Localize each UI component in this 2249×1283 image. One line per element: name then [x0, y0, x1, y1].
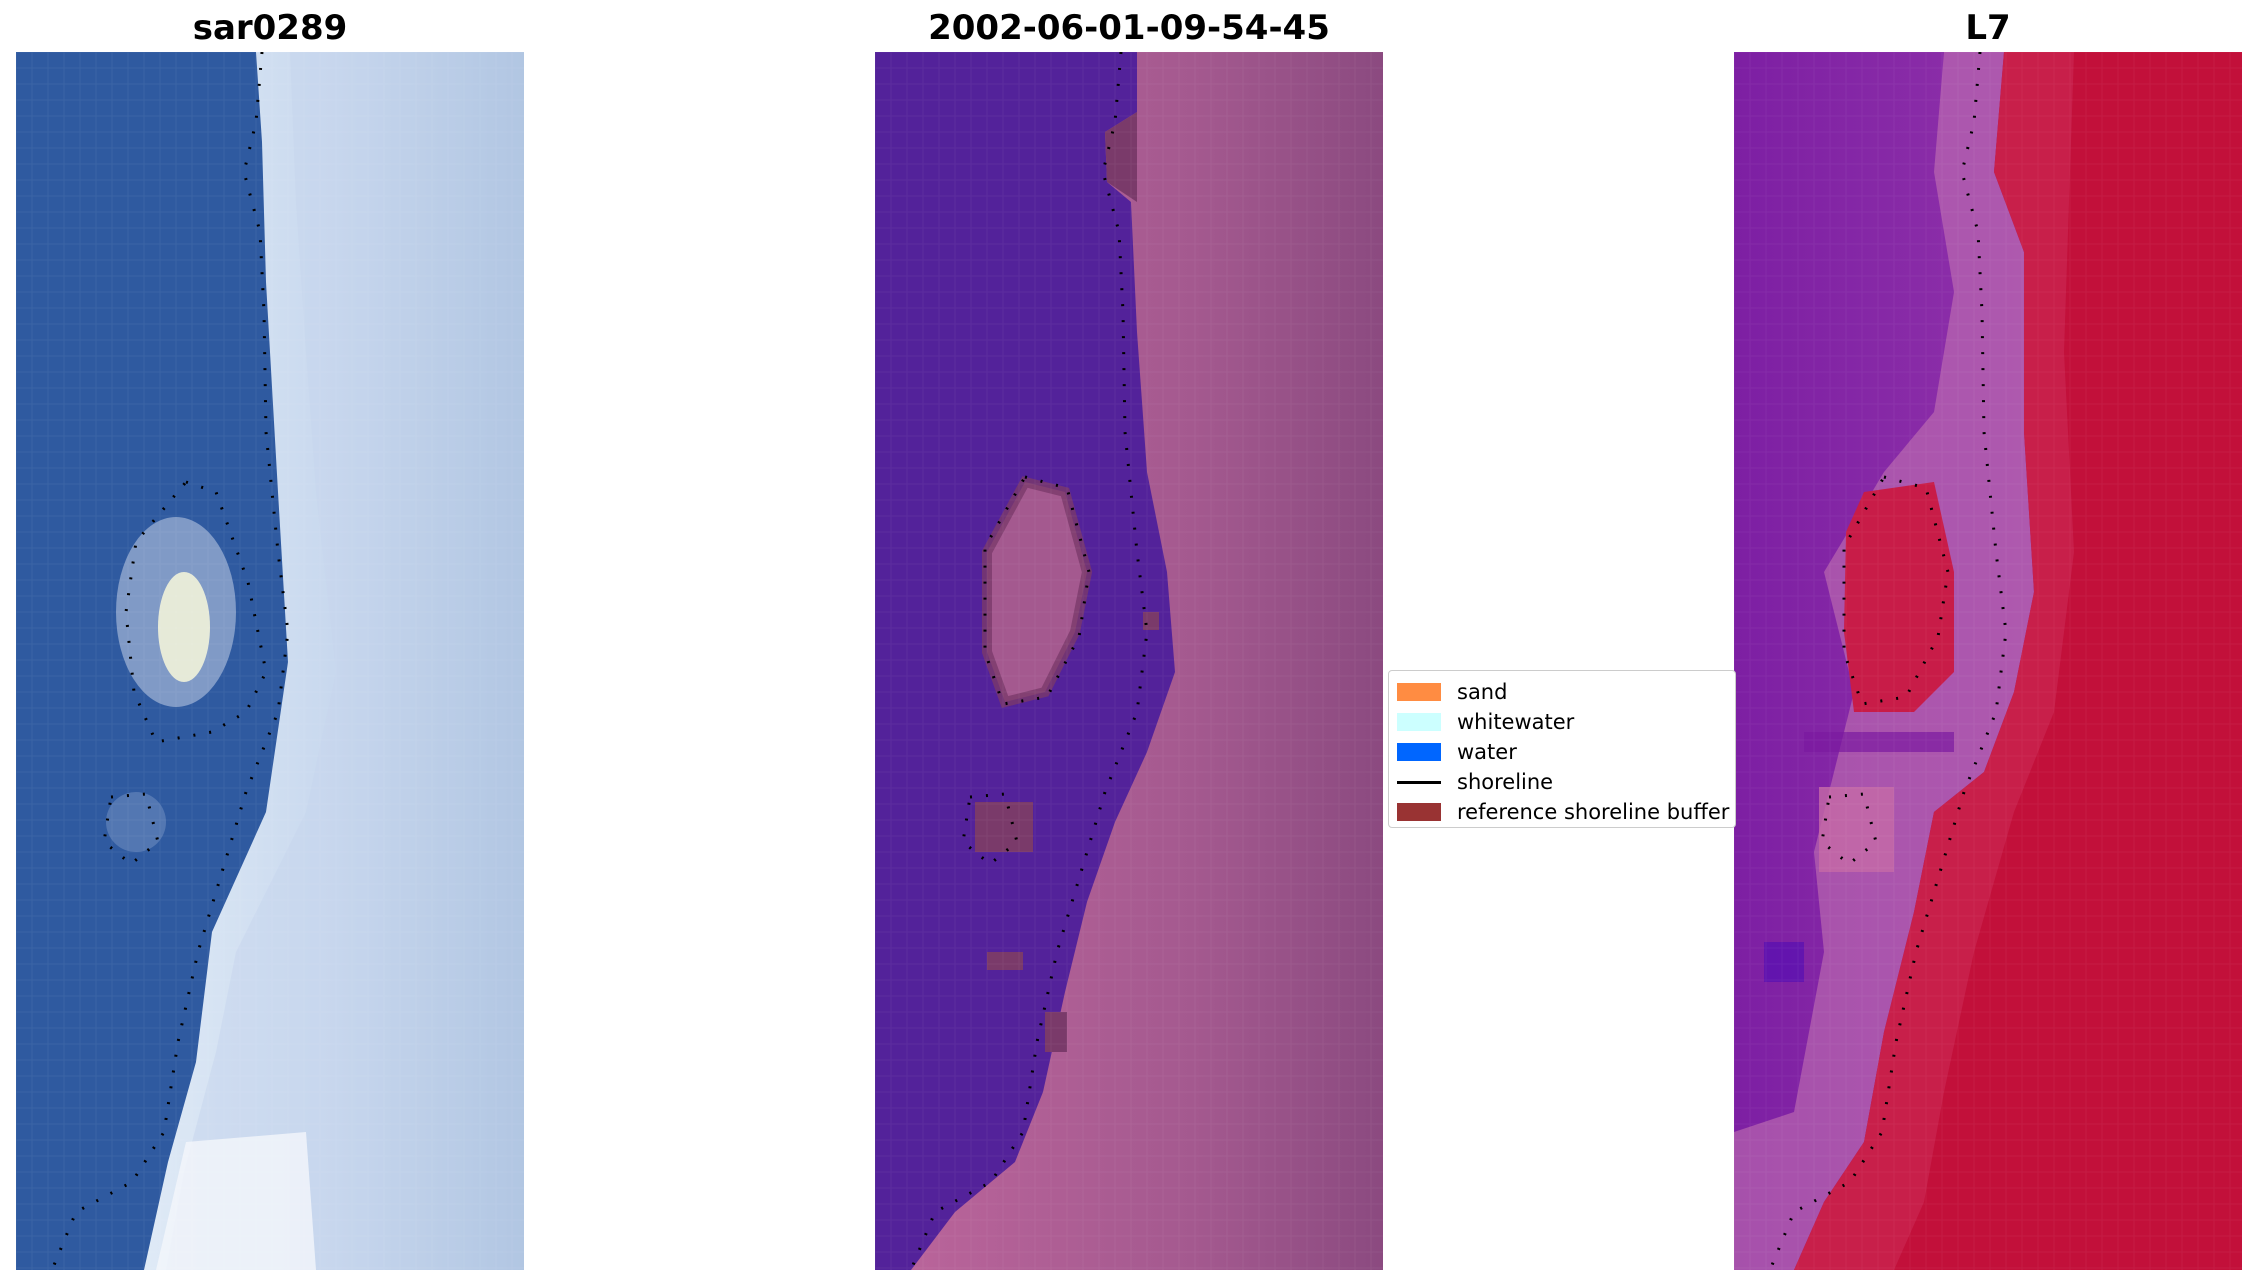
- legend-swatch-water: [1397, 743, 1441, 761]
- index-image: [1734, 52, 2242, 1270]
- legend-item-sand: sand: [1397, 679, 1507, 705]
- index-image-panel: [1734, 52, 2242, 1270]
- legend-line-shoreline: [1397, 780, 1441, 784]
- legend-label: sand: [1457, 680, 1508, 704]
- legend: sand whitewater water shoreline referenc…: [1388, 670, 1736, 828]
- panel-title-rgb: sar0289: [192, 8, 348, 48]
- legend-label: reference shoreline buffer: [1457, 800, 1730, 824]
- legend-label: whitewater: [1457, 710, 1575, 734]
- legend-item-water: water: [1397, 739, 1517, 765]
- legend-item-whitewater: whitewater: [1397, 709, 1574, 735]
- legend-item-shoreline: shoreline: [1397, 769, 1553, 795]
- legend-swatch-whitewater: [1397, 713, 1441, 731]
- rgb-image: [16, 52, 524, 1270]
- rgb-image-panel: [16, 52, 524, 1270]
- classified-image: [875, 52, 1383, 1270]
- legend-swatch-sand: [1397, 683, 1441, 701]
- classified-image-panel: [875, 52, 1383, 1270]
- legend-swatch-reference-shoreline-buffer: [1397, 803, 1441, 821]
- legend-label: water: [1457, 740, 1517, 764]
- panel-title-classified: 2002-06-01-09-54-45: [928, 8, 1330, 48]
- legend-item-reference-shoreline-buffer: reference shoreline buffer: [1397, 799, 1729, 825]
- panel-title-index: L7: [1965, 8, 2011, 48]
- legend-label: shoreline: [1457, 770, 1554, 794]
